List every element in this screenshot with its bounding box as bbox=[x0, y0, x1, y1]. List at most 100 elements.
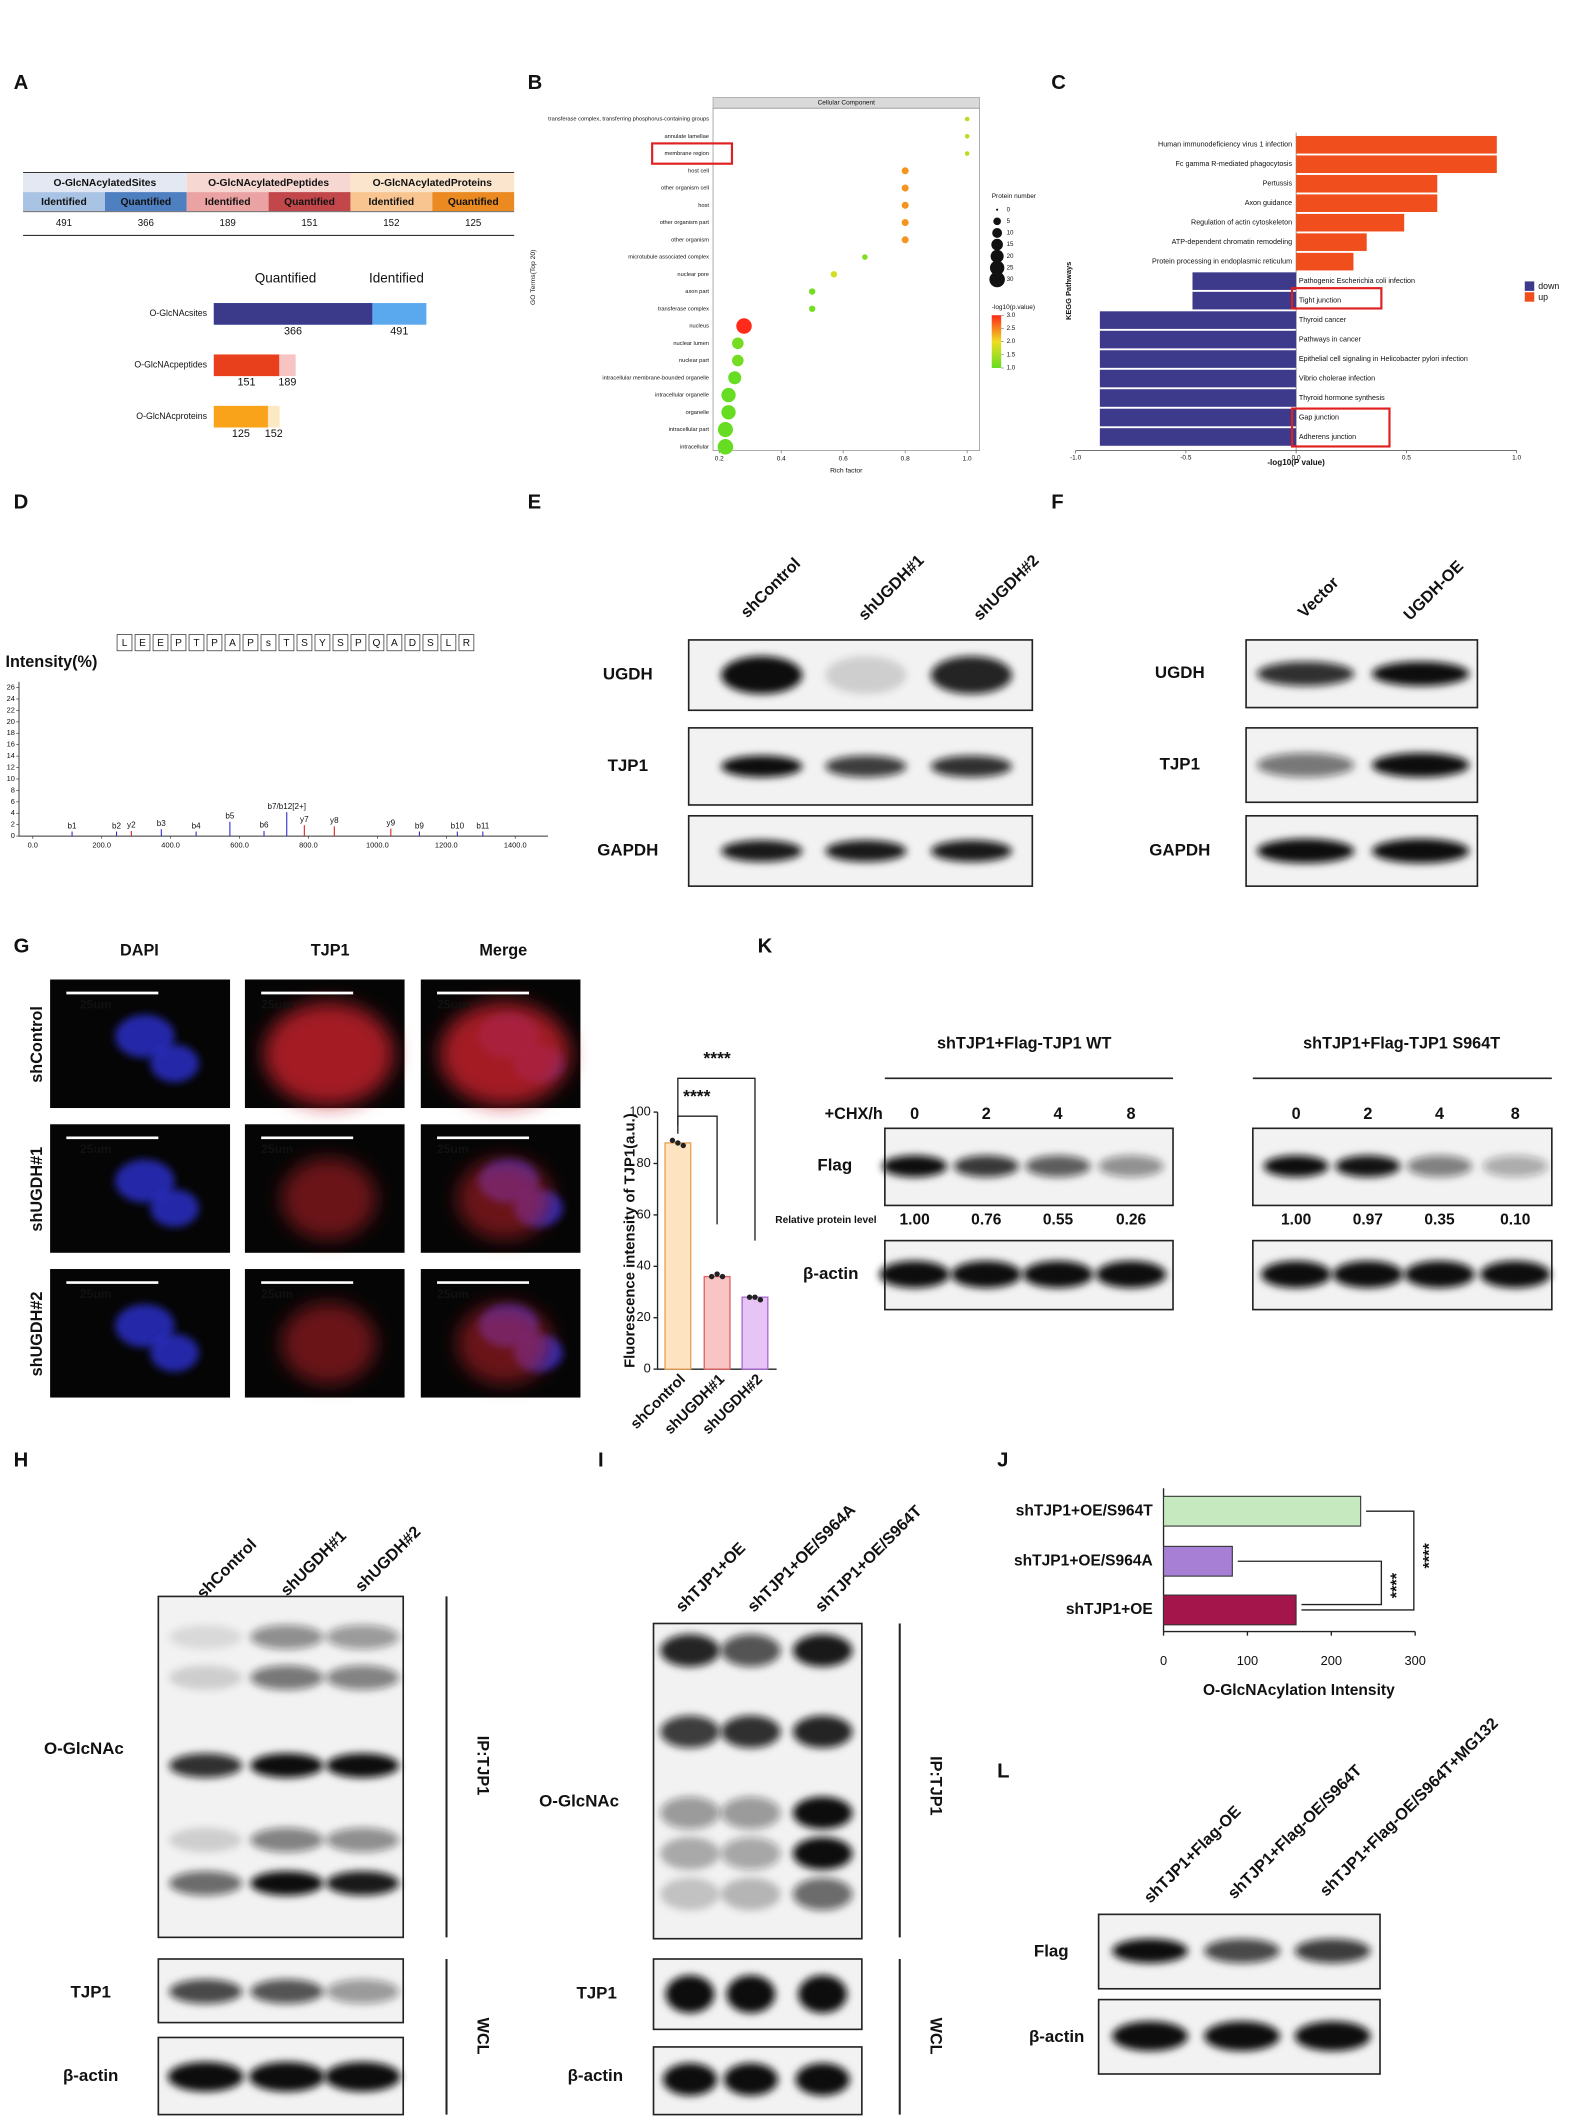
legend-label: down bbox=[1538, 281, 1559, 291]
residue: S bbox=[427, 638, 434, 649]
nucleus bbox=[150, 1189, 199, 1228]
series-header: Identified bbox=[369, 270, 424, 285]
band bbox=[248, 2061, 325, 2092]
residue: T bbox=[193, 638, 199, 649]
residue-box bbox=[314, 634, 331, 652]
legend-bubble bbox=[990, 249, 1004, 263]
bubble bbox=[901, 184, 909, 192]
bubble bbox=[862, 254, 868, 260]
column-heading: TJP1 bbox=[311, 941, 350, 959]
row-label: GAPDH bbox=[1149, 840, 1210, 859]
x-tick-label: 800.0 bbox=[299, 841, 318, 850]
y-axis-label: GO Terms(Top 20) bbox=[530, 250, 537, 305]
table-subheader-cell bbox=[23, 192, 105, 212]
residue: P bbox=[247, 638, 254, 649]
peak-label: y2 bbox=[127, 821, 136, 830]
category-label: Axon guidance bbox=[1245, 199, 1292, 207]
residue: S bbox=[337, 638, 344, 649]
category-label: O-GlcNAcproteins bbox=[136, 411, 207, 421]
band bbox=[1112, 2021, 1188, 2052]
y-tick-label: 8 bbox=[11, 785, 15, 794]
bar bbox=[1099, 408, 1297, 427]
bar bbox=[1099, 428, 1297, 446]
bubble bbox=[732, 337, 744, 350]
scale-bar-label: 25um bbox=[261, 1142, 293, 1156]
legend-bubble bbox=[993, 217, 1001, 226]
nucleus bbox=[115, 1159, 175, 1203]
row-label: shControl bbox=[28, 1006, 46, 1083]
legend-label: 25 bbox=[1007, 265, 1014, 272]
panel-letter: I bbox=[598, 1449, 604, 1471]
series-header: Quantified bbox=[255, 270, 317, 285]
row-label: UGDH bbox=[603, 665, 653, 684]
table-group: O-GlcNAcylatedPeptides bbox=[208, 178, 329, 189]
category-label: Pertussis bbox=[1263, 180, 1293, 188]
time-point: 2 bbox=[982, 1105, 991, 1123]
scale-bar-label: 25um bbox=[80, 1142, 112, 1156]
category-label: other organism bbox=[671, 237, 709, 243]
table-column: Quantified bbox=[448, 197, 499, 208]
band bbox=[1204, 1938, 1280, 1964]
band bbox=[1371, 661, 1470, 686]
table-value: 152 bbox=[383, 218, 399, 229]
category-label: O-GlcNAcpeptides bbox=[134, 360, 207, 370]
relative-level: 0.35 bbox=[1424, 1211, 1455, 1228]
bubble bbox=[901, 201, 909, 209]
band bbox=[250, 1871, 324, 1896]
band bbox=[792, 1837, 853, 1870]
row-label: β-actin bbox=[1029, 2027, 1084, 2046]
category-label: transferase complex, transferring phosph… bbox=[548, 117, 709, 123]
row-label: β-actin bbox=[568, 2066, 623, 2085]
legend-title: Protein number bbox=[992, 193, 1037, 200]
legend-swatch bbox=[1524, 281, 1535, 291]
legend-bubble bbox=[989, 271, 1005, 288]
lane-label: Vector bbox=[1295, 573, 1343, 621]
panel-letter: A bbox=[14, 72, 29, 94]
y-tick-label: 24 bbox=[7, 694, 15, 703]
scale-bar-label: 25um bbox=[437, 1287, 469, 1301]
legend-label: 2.5 bbox=[1007, 325, 1016, 332]
residue-box bbox=[116, 634, 133, 652]
table-value: 366 bbox=[138, 218, 154, 229]
peak-label: y9 bbox=[387, 818, 396, 827]
time-point: 0 bbox=[1292, 1105, 1301, 1123]
table-column: Identified bbox=[41, 197, 87, 208]
lane-label: shUGDH#2 bbox=[970, 551, 1043, 624]
bar bbox=[1099, 311, 1297, 329]
band bbox=[726, 1975, 776, 2014]
panel-letter: G bbox=[14, 935, 30, 957]
band bbox=[665, 1975, 715, 2014]
table-column: Quantified bbox=[284, 197, 335, 208]
band bbox=[326, 1624, 400, 1650]
time-point: 2 bbox=[1363, 1105, 1372, 1123]
bubble bbox=[721, 405, 736, 420]
x-tick-label: 300 bbox=[1404, 1653, 1425, 1668]
band bbox=[250, 1979, 324, 2004]
residue: S bbox=[301, 638, 308, 649]
y-tick-label: shTJP1+OE/S964A bbox=[1014, 1552, 1153, 1569]
y-tick-label: 10 bbox=[7, 774, 15, 783]
residue-box bbox=[278, 634, 295, 652]
band bbox=[1098, 1155, 1164, 1178]
table-subheader-cell bbox=[104, 192, 187, 212]
significance-bracket bbox=[1237, 1560, 1383, 1606]
residue-box bbox=[440, 634, 457, 652]
band bbox=[326, 1871, 400, 1896]
category-label: intracellular membrane-bounded organelle bbox=[602, 375, 709, 381]
category-label: other organism part bbox=[660, 220, 710, 226]
y-tick-label: 6 bbox=[11, 797, 15, 806]
lane-label: shTJP1+Flag-OE/S964T+MG132 bbox=[1316, 1714, 1501, 1899]
point bbox=[757, 1297, 764, 1303]
highlight-box bbox=[1290, 287, 1383, 310]
category-label: ATP-dependent chromatin remodeling bbox=[1172, 238, 1292, 246]
table-group: O-GlcNAcylatedProteins bbox=[373, 178, 493, 189]
relative-label: Relative protein level bbox=[775, 1215, 876, 1226]
residue: P bbox=[175, 638, 182, 649]
residue-box bbox=[224, 634, 241, 652]
category-label: other organism cell bbox=[661, 186, 709, 192]
bar bbox=[1296, 233, 1367, 251]
y-tick-label: 16 bbox=[7, 740, 15, 749]
category-label: Pathways in cancer bbox=[1299, 335, 1362, 343]
table-subheader-cell bbox=[432, 192, 515, 212]
bar bbox=[1099, 330, 1297, 349]
